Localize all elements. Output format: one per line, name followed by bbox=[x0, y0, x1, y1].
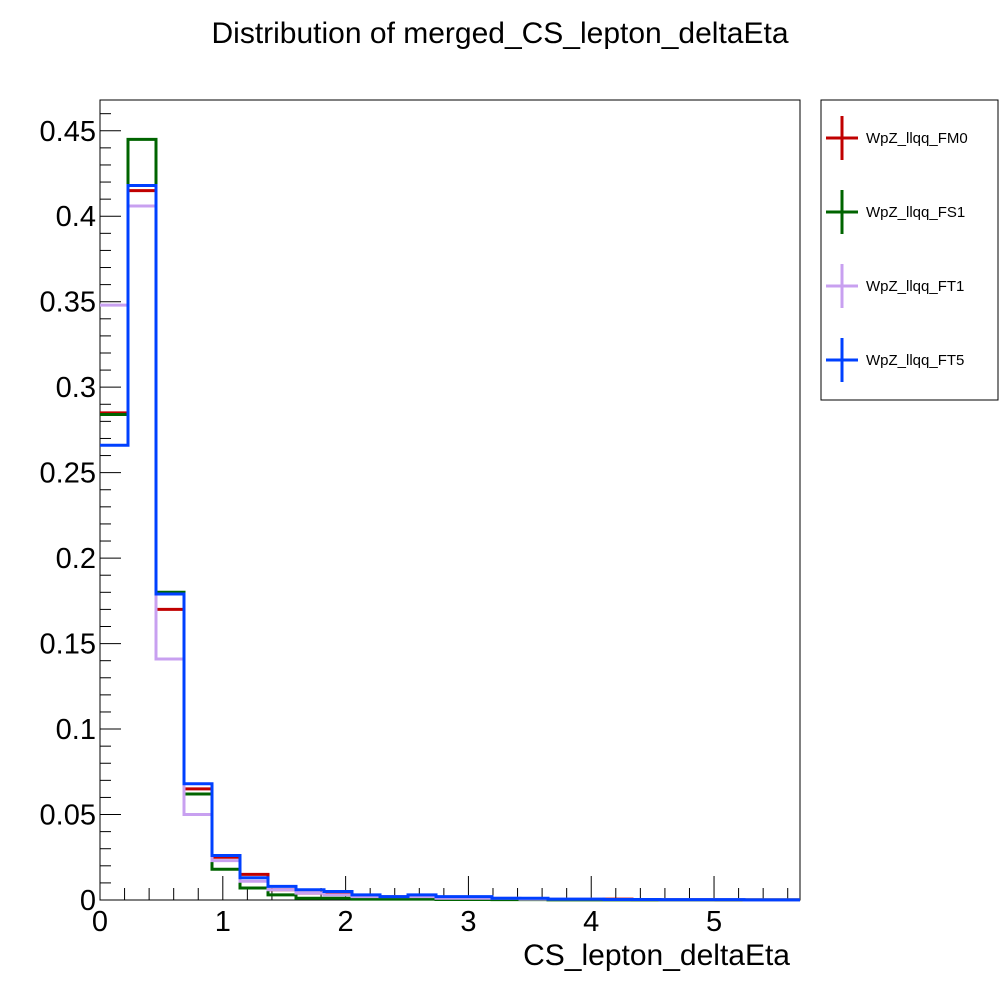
series-line bbox=[100, 183, 800, 902]
series-layer bbox=[100, 137, 800, 902]
y-tick-label: 0.45 bbox=[40, 116, 96, 148]
series-WpZ_llqq_FT5 bbox=[100, 183, 800, 902]
x-tick-label: 3 bbox=[460, 906, 476, 938]
legend: WpZ_llqq_FM0 WpZ_llqq_FS1 WpZ_llqq_FT1 WpZ_… bbox=[820, 99, 999, 401]
legend-box bbox=[820, 99, 999, 401]
y-tick-label: 0.4 bbox=[56, 201, 96, 233]
x-tick-label: 2 bbox=[338, 906, 354, 938]
legend-label: WpZ_llqq_FS1 bbox=[866, 204, 965, 221]
legend-entry: WpZ_llqq_FM0 bbox=[826, 116, 968, 160]
y-tick-label: 0.05 bbox=[40, 800, 96, 832]
legend-entry: WpZ_llqq_FS1 bbox=[826, 190, 965, 234]
y-tick-label: 0.3 bbox=[56, 372, 96, 404]
tick-labels: 0 1 2 3 4 5 0 0.05 0.1 0.15 0.2 0.25 0.3 0.35 0.4 0.45 bbox=[40, 116, 723, 938]
x-tick-label: 4 bbox=[583, 906, 599, 938]
x-tick-label: 5 bbox=[706, 906, 722, 938]
legend-label: WpZ_llqq_FT5 bbox=[866, 352, 964, 369]
legend-entry: WpZ_llqq_FT5 bbox=[826, 338, 964, 382]
y-tick-label: 0.25 bbox=[40, 458, 96, 490]
legend-entry: WpZ_llqq_FT1 bbox=[826, 264, 964, 308]
x-axis-title: CS_lepton_deltaEta bbox=[523, 939, 790, 972]
series-WpZ_llqq_FT1 bbox=[100, 204, 800, 902]
x-tick-label: 0 bbox=[92, 906, 108, 938]
legend-label: WpZ_llqq_FM0 bbox=[866, 130, 968, 147]
series-line bbox=[100, 204, 800, 902]
y-tick-label: 0.15 bbox=[40, 629, 96, 661]
plot-frame bbox=[99, 99, 801, 901]
legend-label: WpZ_llqq_FT1 bbox=[866, 278, 964, 295]
y-tick-label: 0.35 bbox=[40, 287, 96, 319]
x-tick-label: 1 bbox=[215, 906, 231, 938]
axis-ticks bbox=[99, 113, 789, 901]
chart-title: Distribution of merged_CS_lepton_deltaEt… bbox=[211, 17, 788, 50]
y-tick-label: 0.2 bbox=[56, 543, 96, 575]
series-WpZ_llqq_FS1 bbox=[100, 137, 800, 902]
y-tick-label: 0.1 bbox=[56, 714, 96, 746]
series-line bbox=[100, 137, 800, 902]
plot-area bbox=[99, 99, 801, 901]
y-tick-label: 0 bbox=[80, 885, 96, 917]
